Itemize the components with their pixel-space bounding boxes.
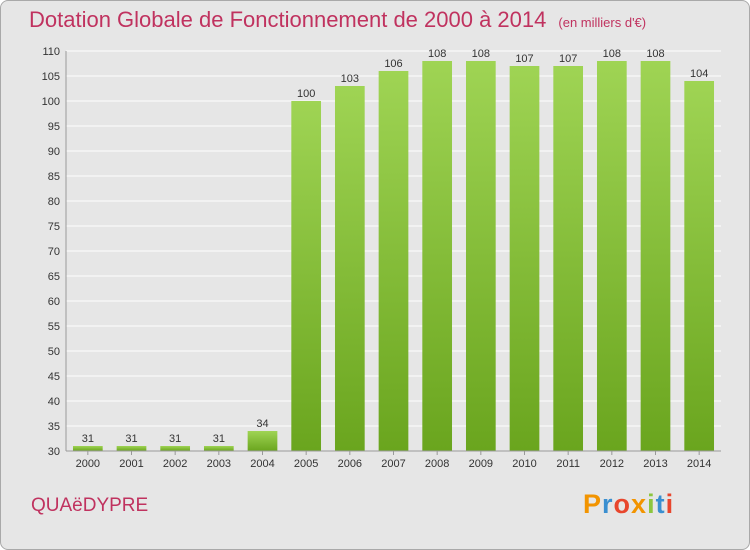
x-tick-label-2011: 2011 (556, 458, 580, 470)
logo-letter: r (602, 489, 614, 519)
bar-2005 (291, 101, 322, 451)
data-label-2004: 34 (256, 418, 268, 430)
x-tick-label-2012: 2012 (600, 458, 624, 470)
x-tick-label-2008: 2008 (425, 458, 449, 470)
bar-2009 (465, 61, 496, 451)
data-label-2001: 31 (125, 433, 137, 445)
x-tick-label-2002: 2002 (163, 458, 187, 470)
x-tick-label-2005: 2005 (294, 458, 318, 470)
chart-unit: (en milliers d'€) (558, 15, 647, 30)
data-label-2002: 31 (169, 433, 181, 445)
logo-letter: i (647, 489, 656, 519)
data-label-2008: 108 (428, 48, 446, 60)
y-tick-label: 85 (48, 171, 60, 183)
data-label-2006: 103 (341, 73, 359, 85)
y-tick-label: 110 (42, 46, 60, 58)
bar-2010 (509, 66, 540, 451)
data-label-2007: 106 (384, 58, 402, 70)
data-label-2012: 108 (603, 48, 621, 60)
y-tick-label: 40 (48, 396, 60, 408)
y-tick-label: 45 (48, 371, 60, 383)
data-label-2014: 104 (690, 68, 708, 80)
data-label-2010: 107 (515, 53, 533, 65)
bar-2007 (378, 71, 409, 451)
x-tick-label-2003: 2003 (207, 458, 231, 470)
proxiti-logo: Proxiti (583, 489, 674, 520)
bar-2004 (247, 431, 278, 451)
bar-2012 (596, 61, 627, 451)
data-label-2009: 108 (472, 48, 490, 60)
y-tick-label: 50 (48, 346, 60, 358)
data-label-2003: 31 (213, 433, 225, 445)
y-tick-label: 100 (42, 96, 60, 108)
logo-letter: i (665, 489, 675, 519)
x-tick-label-2001: 2001 (119, 458, 143, 470)
data-label-2011: 107 (559, 53, 577, 65)
data-label-2000: 31 (82, 433, 94, 445)
chart-title-text: Dotation Globale de Fonctionnement de 20… (29, 7, 547, 32)
y-tick-label: 75 (48, 221, 60, 233)
logo-letter: P (583, 489, 603, 519)
logo-letter: t (655, 489, 666, 519)
y-tick-label: 90 (48, 146, 60, 158)
chart-title: Dotation Globale de Fonctionnement de 20… (29, 7, 646, 33)
bar-2003 (203, 446, 234, 451)
x-tick-label-2007: 2007 (381, 458, 405, 470)
x-tick-label-2014: 2014 (687, 458, 711, 470)
y-tick-label: 65 (48, 271, 60, 283)
y-tick-label: 30 (48, 446, 60, 458)
x-tick-label-2006: 2006 (338, 458, 362, 470)
y-tick-label: 55 (48, 321, 60, 333)
y-tick-label: 35 (48, 421, 60, 433)
y-tick-label: 60 (48, 296, 60, 308)
bar-2013 (640, 61, 671, 451)
x-tick-label-2013: 2013 (643, 458, 667, 470)
data-label-2013: 108 (646, 48, 664, 60)
y-tick-label: 105 (42, 71, 60, 83)
logo-letter: x (631, 489, 648, 519)
bar-2014 (684, 81, 715, 451)
y-tick-label: 80 (48, 196, 60, 208)
x-tick-label-2010: 2010 (512, 458, 536, 470)
bar-2001 (116, 446, 147, 451)
commune-name: QUAëDYPRE (31, 495, 149, 516)
x-tick-label-2009: 2009 (469, 458, 493, 470)
bar-2011 (553, 66, 584, 451)
x-tick-label-2000: 2000 (76, 458, 100, 470)
logo-letter: o (613, 489, 632, 519)
bar-2008 (422, 61, 453, 451)
x-tick-label-2004: 2004 (250, 458, 274, 470)
bar-2000 (72, 446, 103, 451)
data-label-2005: 100 (297, 88, 315, 100)
y-tick-label: 95 (48, 121, 60, 133)
bar-2002 (160, 446, 191, 451)
y-tick-label: 70 (48, 246, 60, 258)
bar-2006 (334, 86, 365, 451)
